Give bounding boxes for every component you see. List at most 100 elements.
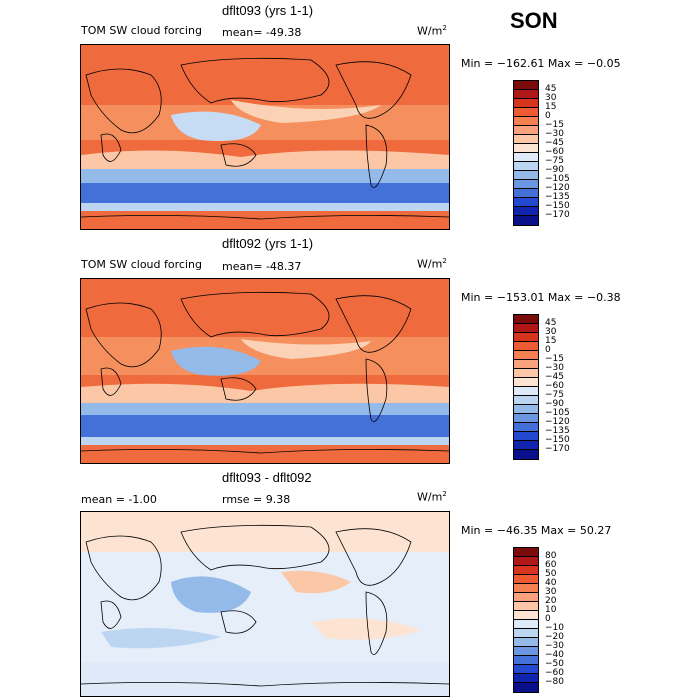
colorbar-swatch [514, 216, 538, 225]
panel-1-minmax: Min = −162.61 Max = −0.05 [461, 57, 621, 70]
colorbar-tick-label: −135 [545, 192, 570, 202]
colorbar-swatch [514, 171, 538, 180]
colorbar-swatch [514, 342, 538, 351]
panel-2-southern-light [81, 437, 449, 445]
panel-3-southern [81, 662, 449, 696]
colorbar-tick-label: 15 [545, 336, 557, 346]
panel-2-map-svg [81, 279, 449, 463]
panel-3-units: W/m2 [417, 490, 447, 504]
panel-1-antarctic [81, 211, 449, 229]
panel-2-antarctic [81, 445, 449, 463]
colorbar-swatch [514, 378, 538, 387]
panel-1-warmpool [171, 111, 261, 141]
colorbar-tick-label: 0 [545, 345, 551, 355]
colorbar-swatches [513, 314, 539, 460]
colorbar-swatch [514, 656, 538, 665]
colorbar-tick-label: −30 [545, 641, 564, 651]
colorbar-tick-label: −170 [545, 210, 570, 220]
colorbar-tick-label: −75 [545, 390, 564, 400]
colorbar-swatch [514, 180, 538, 189]
colorbar-tick-label: −40 [545, 650, 564, 660]
colorbar-tick-label: −170 [545, 444, 570, 454]
colorbar-swatch [514, 638, 538, 647]
colorbar-swatch [514, 189, 538, 198]
panel-3-patch-d [311, 618, 421, 640]
panel-3-coastlines [81, 524, 449, 687]
colorbar-tick-label: 60 [545, 560, 557, 570]
colorbar-tick-label: −90 [545, 165, 564, 175]
panel-1-colorbar: 45 30 15 0 −15 −30 −45 −60 −75 −90 −105 −120 −135 −15… [513, 80, 573, 226]
panel-3-minmax: Min = −46.35 Max = 50.27 [461, 524, 612, 537]
panel-2-coastlines [81, 291, 449, 454]
panel-3-rmse-label: rmse = 9.38 [222, 493, 291, 506]
colorbar-tick-label: −120 [545, 417, 570, 427]
colorbar-swatch [514, 450, 538, 459]
panel-1-mean-label: mean= -49.38 [222, 26, 302, 39]
colorbar-tick-label: −15 [545, 120, 564, 130]
colorbar-tick-label: 0 [545, 111, 551, 121]
colorbar-tick-label: 30 [545, 587, 557, 597]
colorbar-swatches [513, 80, 539, 226]
colorbar-swatch [514, 432, 538, 441]
colorbar-swatch [514, 441, 538, 450]
colorbar-swatch [514, 674, 538, 683]
colorbar-tick-label: 30 [545, 327, 557, 337]
colorbar-swatch [514, 405, 538, 414]
colorbar-tick-label: −150 [545, 201, 570, 211]
colorbar-swatch [514, 647, 538, 656]
colorbar-swatch [514, 602, 538, 611]
colorbar-swatch [514, 315, 538, 324]
panel-3-patch-b [281, 570, 351, 594]
colorbar-swatch [514, 333, 538, 342]
panel-2-title: dflt092 (yrs 1-1) [222, 236, 314, 251]
panel-3-colorbar: 80 60 50 40 30 20 10 0 −10 −20 −30 −40 −50 −60 −80 [513, 547, 573, 693]
colorbar-swatch [514, 135, 538, 144]
colorbar-swatch [514, 593, 538, 602]
panel-1-variable-label: TOM SW cloud forcing [81, 24, 202, 37]
panel-3-neutral-north [81, 512, 449, 552]
colorbar-tick-label: 40 [545, 578, 557, 588]
panel-3-map [80, 511, 450, 697]
colorbar-swatch [514, 126, 538, 135]
panel-1-coastlines [81, 57, 449, 220]
colorbar-tick-label: 80 [545, 551, 557, 561]
colorbar-tick-label: 0 [545, 614, 551, 624]
colorbar-tick-label: −105 [545, 174, 570, 184]
panel-1-pacific-band [231, 100, 381, 123]
panel-2-southern-blue [81, 403, 449, 415]
colorbar-swatch [514, 396, 538, 405]
colorbar-swatches [513, 547, 539, 693]
colorbar-tick-label: 50 [545, 569, 557, 579]
panel-2-mean-label: mean= -48.37 [222, 260, 302, 273]
colorbar-tick-label: −50 [545, 659, 564, 669]
colorbar-swatch [514, 423, 538, 432]
colorbar-swatch [514, 351, 538, 360]
panel-3-patch-c [101, 628, 221, 649]
colorbar-swatch [514, 557, 538, 566]
panel-2-warmpool [171, 346, 261, 376]
colorbar-swatch [514, 108, 538, 117]
colorbar-tick-label: −60 [545, 381, 564, 391]
panel-3-map-svg [81, 512, 449, 696]
colorbar-swatch [514, 153, 538, 162]
colorbar-swatch [514, 324, 538, 333]
colorbar-tick-label: −45 [545, 372, 564, 382]
panel-1-map-svg [81, 45, 449, 229]
panel-3-patch-a [171, 576, 251, 613]
colorbar-swatch [514, 99, 538, 108]
panel-2-units: W/m2 [417, 257, 447, 271]
colorbar-swatch [514, 117, 538, 126]
panel-2-midlat-mixed [81, 383, 449, 403]
colorbar-swatch [514, 162, 538, 171]
panel-2-southern-deep [81, 415, 449, 437]
colorbar-swatch [514, 629, 538, 638]
colorbar-swatch [514, 566, 538, 575]
panel-2-colorbar: 45 30 15 0 −15 −30 −45 −60 −75 −90 −105 −120 −135 −15… [513, 314, 573, 460]
colorbar-swatch [514, 683, 538, 692]
colorbar-tick-label: 30 [545, 93, 557, 103]
panel-1-midlat-mixed [81, 150, 449, 169]
colorbar-swatch [514, 387, 538, 396]
panel-1-southern-light [81, 203, 449, 211]
colorbar-swatch [514, 414, 538, 423]
colorbar-swatch [514, 90, 538, 99]
